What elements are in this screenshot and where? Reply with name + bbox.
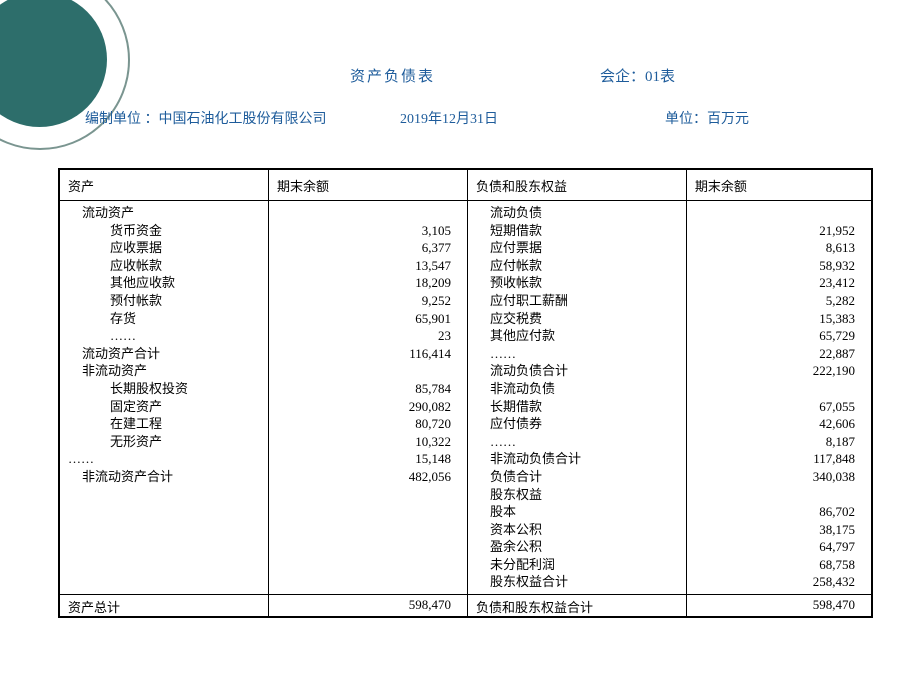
table-row: …… [476,433,678,451]
cell-value: 8,187 [695,433,855,451]
cell-value: 8,613 [695,239,855,257]
cell-value: 21,952 [695,222,855,240]
table-row: 存货 [68,310,260,328]
table-row: 应付票据 [476,239,678,257]
balance-sheet-table: 资产 期末余额 负债和股东权益 期末余额 流动资产 货币资金 应收票据 应收帐款… [58,168,873,618]
table-row: 预付帐款 [68,292,260,310]
total-equity: 股东权益合计 [476,573,678,591]
section-current-assets: 流动资产 [68,204,260,222]
table-row: 未分配利润 [476,556,678,574]
th-balance2: 期末余额 [687,170,871,200]
cell-value: 64,797 [695,538,855,556]
table-row: …… [68,327,260,345]
table-row: 预收帐款 [476,274,678,292]
table-row: …… [476,345,678,363]
footer-assets-total-label: 资产总计 [60,595,269,616]
footer-liabequity-total-label: 负债和股东权益合计 [468,595,687,616]
table-row: 其他应收款 [68,274,260,292]
cell-value: 15,383 [695,310,855,328]
table-row: 长期借款 [476,398,678,416]
subtotal-current-liab: 流动负债合计 [476,362,678,380]
company-label: 编制单位 ：中国石油化工股份有限公司 [85,108,327,128]
cell-value: 222,190 [695,362,855,380]
footer-liabequity-total-val: 598,470 [687,595,871,616]
table-body: 流动资产 货币资金 应收票据 应收帐款 其他应收款 预付帐款 存货 …… 流动资… [60,200,871,594]
section-equity: 股东权益 [476,486,678,504]
table-row: 应收帐款 [68,257,260,275]
report-date: 2019年12月31日 [400,108,498,128]
table-row: 无形资产 [68,433,260,451]
section-noncurrent-assets: 非流动资产 [68,362,260,380]
table-row: 在建工程 [68,415,260,433]
cell-value: 80,720 [277,415,451,433]
page-title: 资产负债表 [350,65,435,86]
subtotal-noncurrent-assets: 非流动资产合计 [68,468,260,486]
table-row: 长期股权投资 [68,380,260,398]
cell-value: 340,038 [695,468,855,486]
cell-value: 482,056 [277,468,451,486]
cell-value: 18,209 [277,274,451,292]
table-row: 资本公积 [476,521,678,539]
cell-value: 116,414 [277,345,451,363]
table-row: 应付债券 [476,415,678,433]
total-liab: 负债合计 [476,468,678,486]
cell-value: 42,606 [695,415,855,433]
form-label: 会企：01表 [600,65,675,86]
cell-value: 258,432 [695,573,855,591]
th-liab-equity: 负债和股东权益 [468,170,687,200]
cell-value: 67,055 [695,398,855,416]
cell-value: 65,901 [277,310,451,328]
subtotal-noncurrent-liab: 非流动负债合计 [476,450,678,468]
section-current-liab: 流动负债 [476,204,678,222]
cell-value: 86,702 [695,503,855,521]
ellipsis-row: …… [68,450,260,468]
cell-value: 10,322 [277,433,451,451]
liab-labels-col: 流动负债 短期借款 应付票据 应付帐款 预收帐款 应付职工薪酬 应交税费 其他应… [468,201,687,594]
table-row: 应交税费 [476,310,678,328]
cell-value: 15,148 [277,450,451,468]
table-row: 短期借款 [476,222,678,240]
table-row: 货币资金 [68,222,260,240]
cell-value: 9,252 [277,292,451,310]
liab-values-col: 21,952 8,613 58,932 23,412 5,282 15,383 … [687,201,871,594]
cell-value: 117,848 [695,450,855,468]
assets-values-col: 3,105 6,377 13,547 18,209 9,252 65,901 2… [269,201,468,594]
table-row: 应付职工薪酬 [476,292,678,310]
cell-value: 3,105 [277,222,451,240]
unit-label: 单位：百万元 [665,108,749,128]
cell-value: 38,175 [695,521,855,539]
th-balance1: 期末余额 [269,170,468,200]
cell-value: 22,887 [695,345,855,363]
cell-value: 6,377 [277,239,451,257]
cell-value: 58,932 [695,257,855,275]
table-row: 股本 [476,503,678,521]
cell-value: 23 [277,327,451,345]
cell-value: 290,082 [277,398,451,416]
section-noncurrent-liab: 非流动负债 [476,380,678,398]
th-assets: 资产 [60,170,269,200]
table-row: 应付帐款 [476,257,678,275]
subtotal-current-assets: 流动资产合计 [68,345,260,363]
cell-value: 23,412 [695,274,855,292]
table-row: 固定资产 [68,398,260,416]
table-header-row: 资产 期末余额 负债和股东权益 期末余额 [60,170,871,200]
cell-value: 68,758 [695,556,855,574]
assets-labels-col: 流动资产 货币资金 应收票据 应收帐款 其他应收款 预付帐款 存货 …… 流动资… [60,201,269,594]
cell-value: 65,729 [695,327,855,345]
table-footer-row: 资产总计 598,470 负债和股东权益合计 598,470 [60,594,871,616]
table-row: 其他应付款 [476,327,678,345]
table-row: 应收票据 [68,239,260,257]
cell-value: 5,282 [695,292,855,310]
footer-assets-total-val: 598,470 [269,595,468,616]
cell-value: 85,784 [277,380,451,398]
table-row: 盈余公积 [476,538,678,556]
cell-value: 13,547 [277,257,451,275]
